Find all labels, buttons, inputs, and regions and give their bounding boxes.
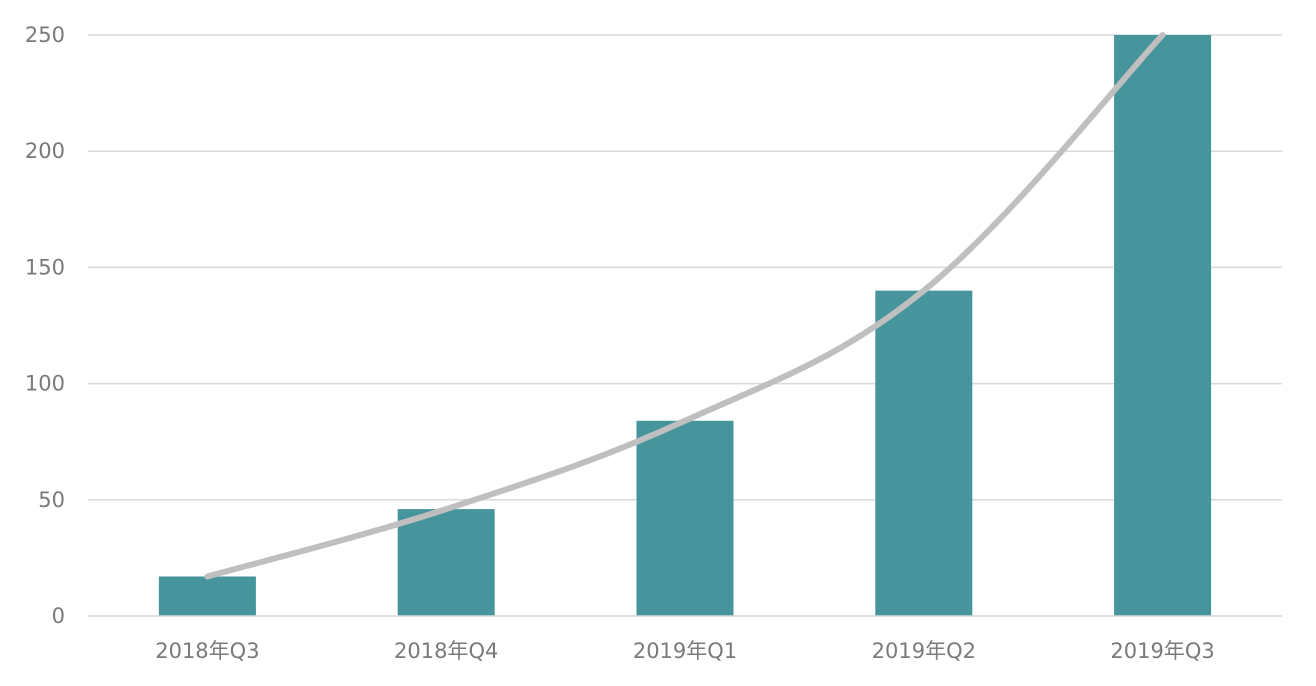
trend-line-layer — [204, 32, 1166, 580]
bar — [636, 420, 734, 616]
x-axis: 2018年Q3 2018年Q4 2019年Q1 2019年Q2 2019年Q3 — [88, 615, 1282, 663]
bar — [875, 290, 973, 616]
x-tick-label: 2019年Q2 — [872, 639, 976, 663]
y-tick-label: 0 — [52, 604, 65, 628]
x-tick-label: 2019年Q1 — [633, 639, 737, 663]
x-tick-label: 2019年Q3 — [1110, 639, 1214, 663]
bar — [1114, 35, 1212, 616]
y-tick-label: 50 — [38, 488, 65, 512]
x-tick-label: 2018年Q3 — [155, 639, 259, 663]
y-tick-label: 100 — [25, 372, 65, 396]
bars — [158, 35, 1212, 616]
bar — [158, 576, 256, 616]
y-tick-label: 250 — [25, 23, 65, 47]
bar — [397, 509, 495, 616]
trend-line — [204, 32, 1166, 580]
y-tick-label: 150 — [25, 255, 65, 279]
y-axis: 0 50 100 150 200 250 — [25, 23, 65, 628]
y-tick-label: 200 — [25, 139, 65, 163]
x-tick-label: 2018年Q4 — [394, 639, 498, 663]
